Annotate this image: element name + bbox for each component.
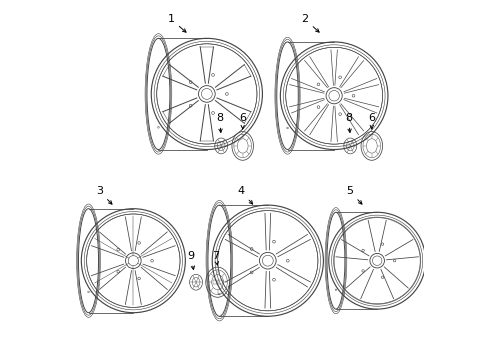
Text: 8: 8	[215, 113, 223, 132]
Text: 5: 5	[346, 186, 361, 204]
Text: 4: 4	[237, 186, 252, 204]
Text: 1: 1	[167, 14, 185, 32]
Text: 9: 9	[187, 251, 194, 269]
Text: 6: 6	[239, 113, 245, 129]
Text: 8: 8	[344, 113, 351, 132]
Text: 2: 2	[301, 14, 319, 32]
Text: 6: 6	[367, 113, 374, 129]
Text: 3: 3	[96, 186, 112, 204]
Text: 7: 7	[212, 251, 219, 265]
